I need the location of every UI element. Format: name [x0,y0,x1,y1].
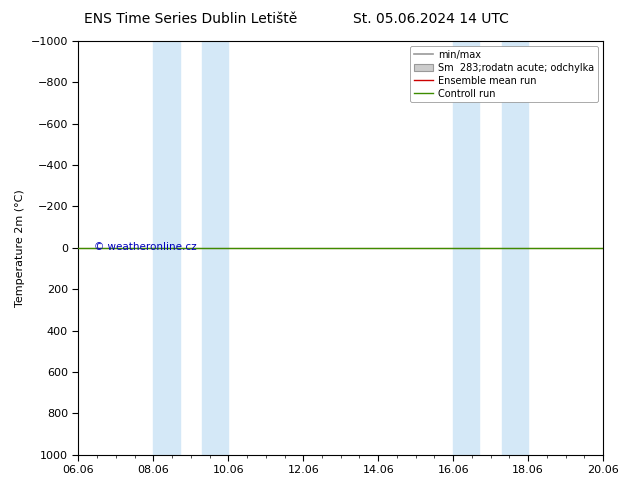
Text: © weatheronline.cz: © weatheronline.cz [94,242,197,251]
Text: St. 05.06.2024 14 UTC: St. 05.06.2024 14 UTC [353,12,509,26]
Bar [502,41,528,455]
Y-axis label: Temperature 2m (°C): Temperature 2m (°C) [15,189,25,307]
Bar [453,41,479,455]
Text: ENS Time Series Dublin Letiště: ENS Time Series Dublin Letiště [84,12,297,26]
Bar [153,41,179,455]
Legend: min/max, Sm  283;rodatn acute; odchylka, Ensemble mean run, Controll run: min/max, Sm 283;rodatn acute; odchylka, … [410,46,598,102]
Bar [202,41,228,455]
